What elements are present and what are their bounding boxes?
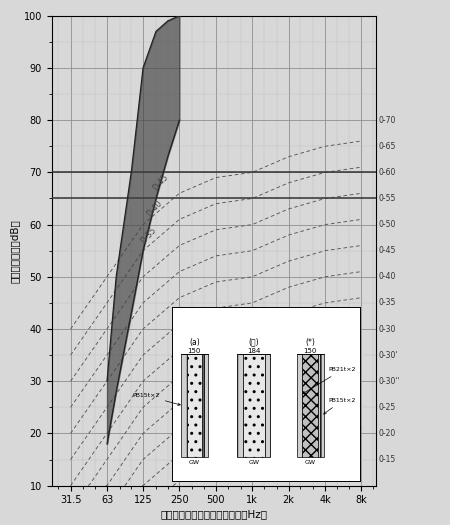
Text: 0-35: 0-35 [378,298,396,308]
Text: 0-20: 0-20 [378,429,396,438]
Text: D-45: D-45 [151,173,170,193]
Y-axis label: 音圧レベル差（dB）: 音圧レベル差（dB） [9,219,19,282]
Text: 0-45: 0-45 [378,246,396,255]
X-axis label: オクターブバンド中心周波数（Hz）: オクターブバンド中心周波数（Hz） [160,510,267,520]
Text: 0-40: 0-40 [378,272,396,281]
Text: 0-50: 0-50 [378,220,396,229]
Text: 0-70: 0-70 [378,116,396,124]
Text: D-40: D-40 [145,199,164,219]
Text: 0-30': 0-30' [378,351,398,360]
Text: 0-15: 0-15 [378,455,396,464]
Text: 0-65: 0-65 [378,142,396,151]
Text: 0-30'': 0-30'' [378,377,400,386]
Text: 0-60: 0-60 [378,168,396,177]
Text: 0-55: 0-55 [378,194,396,203]
Text: D-35: D-35 [140,225,158,245]
Text: 0-30: 0-30 [378,324,396,333]
Text: 0-25: 0-25 [378,403,396,412]
